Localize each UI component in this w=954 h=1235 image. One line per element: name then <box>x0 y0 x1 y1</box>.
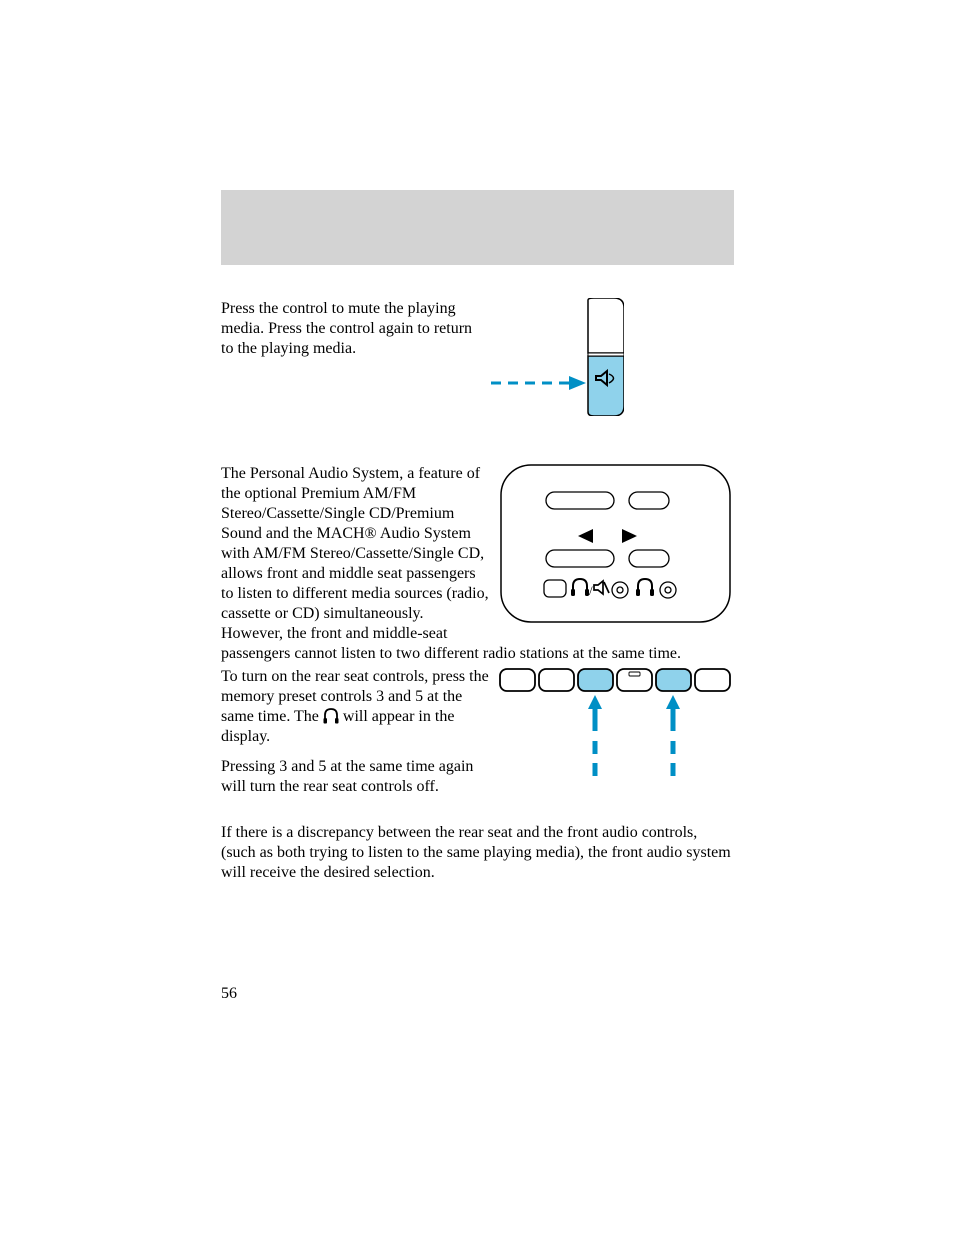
upper-button <box>588 298 624 353</box>
arrow-to-preset-3 <box>588 695 602 782</box>
r1-btn-right <box>629 492 669 509</box>
panel-outline <box>501 465 730 622</box>
headphone-inline-icon <box>323 708 339 724</box>
separator <box>588 353 624 356</box>
lower-button-highlight <box>588 356 624 416</box>
rear-panel-diagram: / <box>498 462 733 625</box>
preset-3 <box>578 669 613 691</box>
mute-arrow-icon <box>491 373 586 393</box>
preset-1 <box>500 669 535 691</box>
r2-btn-left <box>546 550 614 567</box>
arrow-to-preset-5 <box>666 695 680 782</box>
preset-row-diagram <box>499 667 734 787</box>
paragraph-turn-on: To turn on the rear seat controls, press… <box>221 667 491 747</box>
mute-control-diagram <box>584 298 624 416</box>
r1-btn-left <box>546 492 614 509</box>
preset-5 <box>656 669 691 691</box>
page-number: 56 <box>221 985 237 1003</box>
r2-btn-right <box>629 550 669 567</box>
preset-2 <box>539 669 574 691</box>
preset-6 <box>695 669 730 691</box>
preset-buttons <box>500 669 730 691</box>
paragraph-turn-off: Pressing 3 and 5 at the same time again … <box>221 757 496 797</box>
slash-text: / <box>589 583 593 598</box>
paragraph-discrepancy: If there is a discrepancy between the re… <box>221 823 734 883</box>
paragraph-mute: Press the control to mute the playing me… <box>221 299 486 359</box>
small-btn <box>544 580 566 597</box>
header-gray-band <box>221 190 734 265</box>
